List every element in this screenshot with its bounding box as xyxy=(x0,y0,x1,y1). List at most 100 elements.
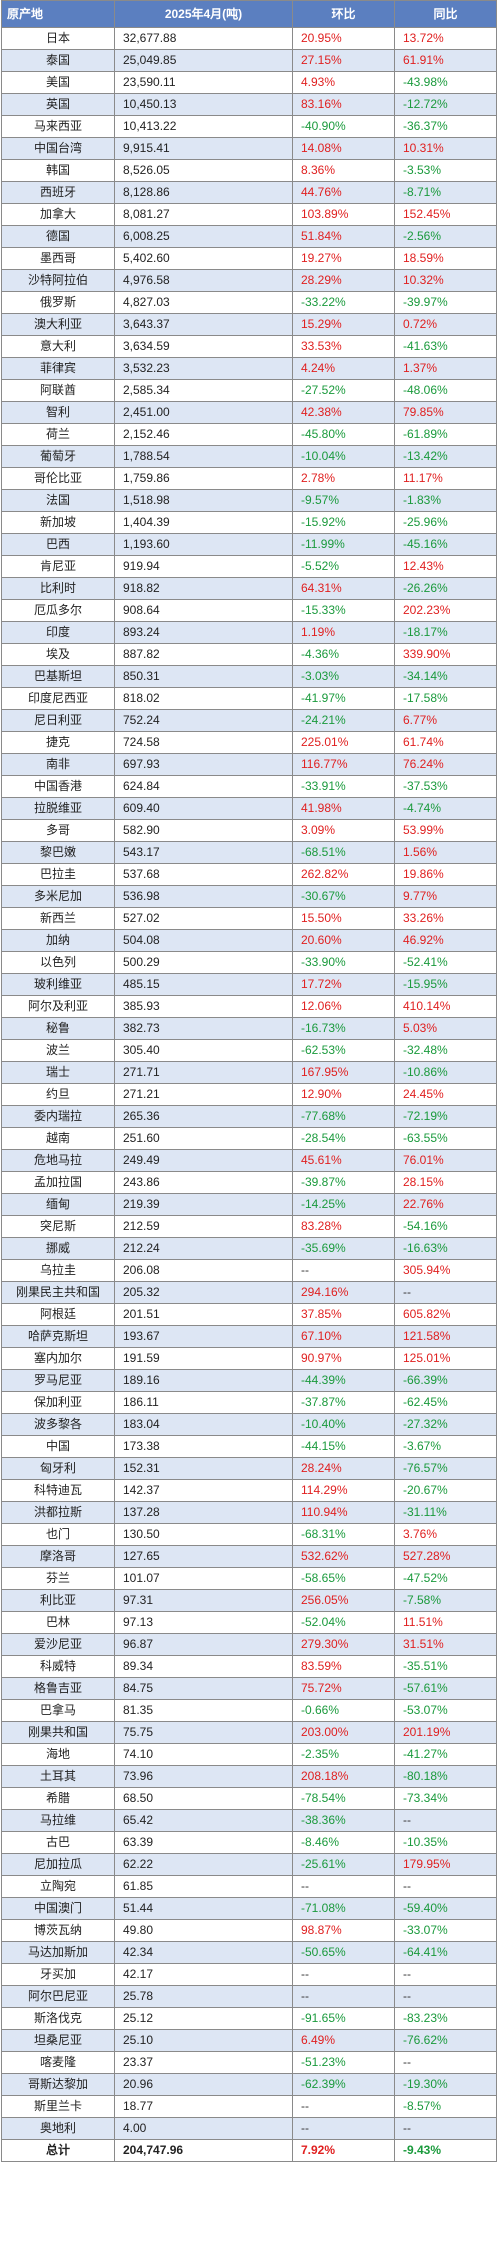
mom-cell: -68.51% xyxy=(292,841,395,864)
origin-cell: 尼加拉瓜 xyxy=(1,1853,115,1876)
import-origin-table: 原产地 2025年4月(吨) 环比 同比 日本 32,677.88 20.95% 13… xyxy=(1,0,497,2162)
yoy-cell: -3.67% xyxy=(394,1435,497,1458)
volume-cell: 186.11 xyxy=(114,1391,293,1414)
origin-cell: 摩洛哥 xyxy=(1,1545,115,1568)
table-row: 科特迪瓦 142.37 114.29% -20.67% xyxy=(1,1479,497,1502)
origin-cell: 捷克 xyxy=(1,731,115,754)
table-row: 俄罗斯 4,827.03 -33.22% -39.97% xyxy=(1,291,497,314)
volume-cell: 42.34 xyxy=(114,1941,293,1964)
origin-cell: 坦桑尼亚 xyxy=(1,2029,115,2052)
mom-cell: -11.99% xyxy=(292,533,395,556)
mom-cell: -40.90% xyxy=(292,115,395,138)
mom-cell: -35.69% xyxy=(292,1237,395,1260)
origin-cell: 洪都拉斯 xyxy=(1,1501,115,1524)
origin-cell: 芬兰 xyxy=(1,1567,115,1590)
origin-cell: 危地马拉 xyxy=(1,1149,115,1172)
origin-cell: 加拿大 xyxy=(1,203,115,226)
table-row: 巴拉圭 537.68 262.82% 19.86% xyxy=(1,863,497,886)
yoy-cell: -47.52% xyxy=(394,1567,497,1590)
volume-cell: 850.31 xyxy=(114,665,293,688)
origin-cell: 古巴 xyxy=(1,1831,115,1854)
yoy-cell: -35.51% xyxy=(394,1655,497,1678)
origin-cell: 刚果民主共和国 xyxy=(1,1281,115,1304)
origin-cell: 印度尼西亚 xyxy=(1,687,115,710)
table-row: 捷克 724.58 225.01% 61.74% xyxy=(1,731,497,754)
mom-cell: 4.93% xyxy=(292,71,395,94)
volume-cell: 3,634.59 xyxy=(114,335,293,358)
yoy-cell: -48.06% xyxy=(394,379,497,402)
table-row: 葡萄牙 1,788.54 -10.04% -13.42% xyxy=(1,445,497,468)
yoy-cell: 1.56% xyxy=(394,841,497,864)
origin-cell: 秘鲁 xyxy=(1,1017,115,1040)
yoy-cell: -7.58% xyxy=(394,1589,497,1612)
mom-cell: -2.35% xyxy=(292,1743,395,1766)
yoy-cell: -31.11% xyxy=(394,1501,497,1524)
volume-cell: 51.44 xyxy=(114,1897,293,1920)
origin-cell: 挪威 xyxy=(1,1237,115,1260)
table-row: 波多黎各 183.04 -10.40% -27.32% xyxy=(1,1413,497,1436)
table-row: 马来西亚 10,413.22 -40.90% -36.37% xyxy=(1,115,497,138)
table-row: 瑞士 271.71 167.95% -10.86% xyxy=(1,1061,497,1084)
mom-cell: 116.77% xyxy=(292,753,395,776)
origin-cell: 巴林 xyxy=(1,1611,115,1634)
yoy-cell: -19.30% xyxy=(394,2073,497,2096)
origin-cell: 中国香港 xyxy=(1,775,115,798)
yoy-cell: 5.03% xyxy=(394,1017,497,1040)
mom-cell: 103.89% xyxy=(292,203,395,226)
volume-cell: 8,128.86 xyxy=(114,181,293,204)
table-row: 阿根廷 201.51 37.85% 605.82% xyxy=(1,1303,497,1326)
mom-cell: -10.04% xyxy=(292,445,395,468)
yoy-cell: 201.19% xyxy=(394,1721,497,1744)
volume-cell: 500.29 xyxy=(114,951,293,974)
yoy-cell: 0.72% xyxy=(394,313,497,336)
yoy-cell: -- xyxy=(394,1809,497,1832)
volume-cell: 23.37 xyxy=(114,2051,293,2074)
volume-cell: 887.82 xyxy=(114,643,293,666)
origin-cell: 阿尔及利亚 xyxy=(1,995,115,1018)
mom-cell: 256.05% xyxy=(292,1589,395,1612)
yoy-cell: -10.86% xyxy=(394,1061,497,1084)
origin-cell: 美国 xyxy=(1,71,115,94)
yoy-cell: 79.85% xyxy=(394,401,497,424)
volume-cell: 32,677.88 xyxy=(114,27,293,50)
volume-cell: 42.17 xyxy=(114,1963,293,1986)
yoy-cell: 33.26% xyxy=(394,907,497,930)
mom-cell: 83.28% xyxy=(292,1215,395,1238)
table-row: 阿尔及利亚 385.93 12.06% 410.14% xyxy=(1,995,497,1018)
table-row: 以色列 500.29 -33.90% -52.41% xyxy=(1,951,497,974)
table-row: 乌拉圭 206.08 -- 305.94% xyxy=(1,1259,497,1282)
yoy-cell: 28.15% xyxy=(394,1171,497,1194)
table-row: 利比亚 97.31 256.05% -7.58% xyxy=(1,1589,497,1612)
table-row: 英国 10,450.13 83.16% -12.72% xyxy=(1,93,497,116)
table-row: 拉脱维亚 609.40 41.98% -4.74% xyxy=(1,797,497,820)
table-row: 科威特 89.34 83.59% -35.51% xyxy=(1,1655,497,1678)
table-row: 匈牙利 152.31 28.24% -76.57% xyxy=(1,1457,497,1480)
table-row: 奥地利 4.00 -- -- xyxy=(1,2117,497,2140)
yoy-cell: -66.39% xyxy=(394,1369,497,1392)
yoy-cell: -53.07% xyxy=(394,1699,497,1722)
table-row: 挪威 212.24 -35.69% -16.63% xyxy=(1,1237,497,1260)
volume-cell: 251.60 xyxy=(114,1127,293,1150)
volume-cell: 504.08 xyxy=(114,929,293,952)
volume-cell: 183.04 xyxy=(114,1413,293,1436)
mom-cell: -37.87% xyxy=(292,1391,395,1414)
origin-cell: 法国 xyxy=(1,489,115,512)
mom-cell: 279.30% xyxy=(292,1633,395,1656)
volume-cell: 2,451.00 xyxy=(114,401,293,424)
volume-cell: 75.75 xyxy=(114,1721,293,1744)
origin-cell: 斯洛伐克 xyxy=(1,2007,115,2030)
yoy-cell: -8.71% xyxy=(394,181,497,204)
volume-cell: 61.85 xyxy=(114,1875,293,1898)
table-row: 斯洛伐克 25.12 -91.65% -83.23% xyxy=(1,2007,497,2030)
origin-cell: 意大利 xyxy=(1,335,115,358)
mom-cell: 1.19% xyxy=(292,621,395,644)
volume-cell: 18.77 xyxy=(114,2095,293,2118)
volume-cell: 3,643.37 xyxy=(114,313,293,336)
mom-cell: -25.61% xyxy=(292,1853,395,1876)
yoy-cell: -- xyxy=(394,1985,497,2008)
volume-cell: 127.65 xyxy=(114,1545,293,1568)
origin-cell: 奥地利 xyxy=(1,2117,115,2140)
table-row: 荷兰 2,152.46 -45.80% -61.89% xyxy=(1,423,497,446)
yoy-cell: -43.98% xyxy=(394,71,497,94)
mom-cell: -- xyxy=(292,1875,395,1898)
